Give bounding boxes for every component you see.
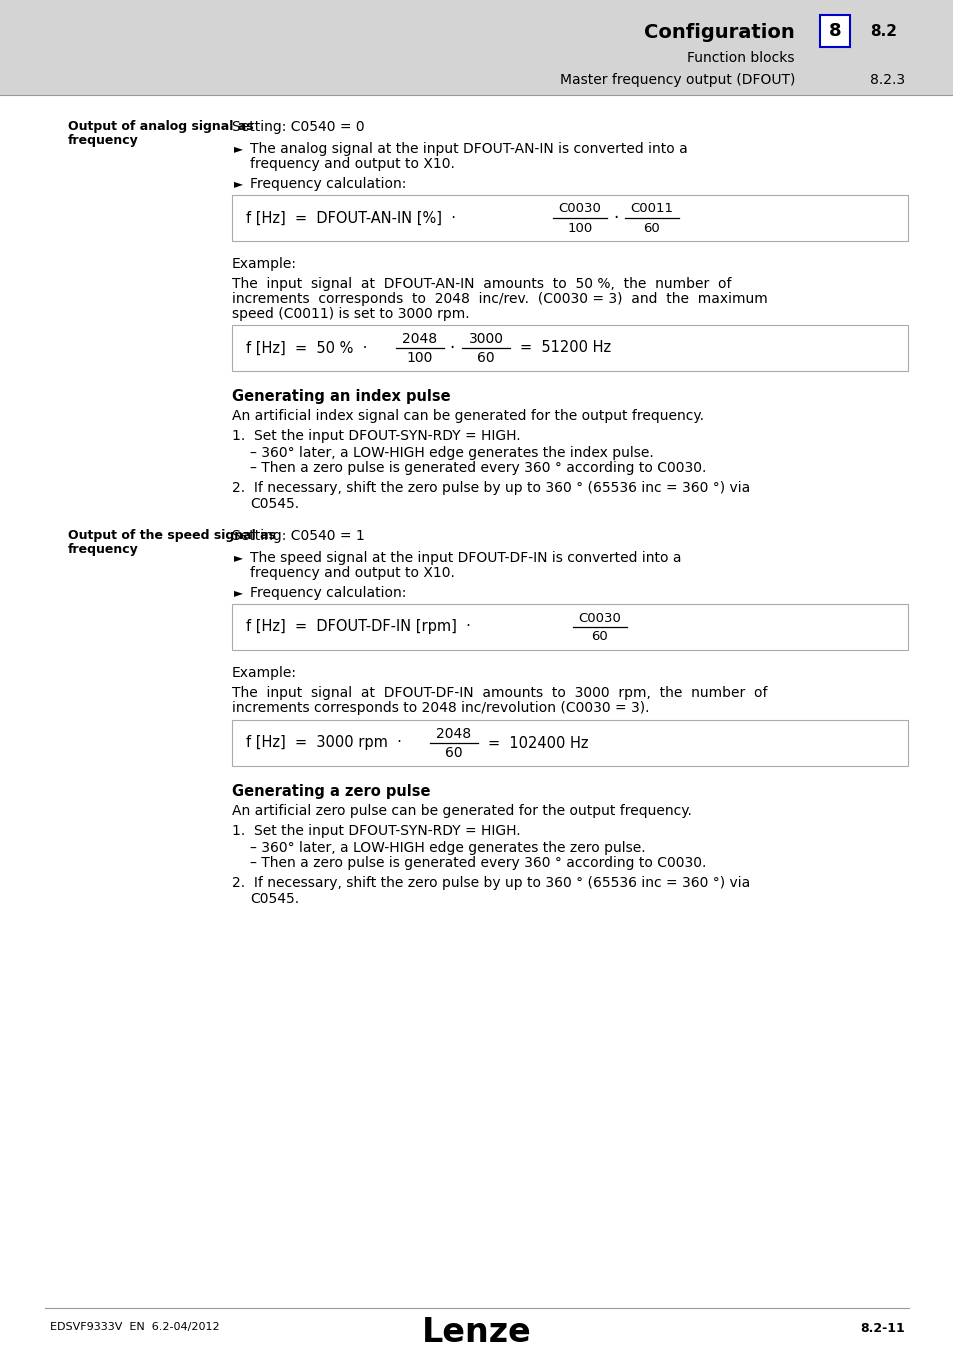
- Text: An artificial index signal can be generated for the output frequency.: An artificial index signal can be genera…: [232, 409, 703, 423]
- Text: 2048: 2048: [436, 728, 471, 741]
- Text: frequency and output to X10.: frequency and output to X10.: [250, 157, 455, 171]
- Text: f [Hz]  =  3000 rpm  ·: f [Hz] = 3000 rpm ·: [246, 736, 401, 751]
- Text: increments  corresponds  to  2048  inc/rev.  (C0030 = 3)  and  the  maximum: increments corresponds to 2048 inc/rev. …: [232, 292, 767, 306]
- Text: Generating a zero pulse: Generating a zero pulse: [232, 784, 430, 799]
- Text: C0545.: C0545.: [250, 892, 299, 906]
- Text: – 360° later, a LOW-HIGH edge generates the index pulse.: – 360° later, a LOW-HIGH edge generates …: [250, 446, 653, 460]
- Text: 60: 60: [445, 747, 462, 760]
- Text: ►: ►: [233, 586, 243, 599]
- Text: 1.  Set the input DFOUT-SYN-RDY = HIGH.: 1. Set the input DFOUT-SYN-RDY = HIGH.: [232, 429, 520, 443]
- Text: 60: 60: [591, 630, 608, 644]
- Text: Setting: C0540 = 0: Setting: C0540 = 0: [232, 120, 364, 134]
- Text: 100: 100: [567, 221, 592, 235]
- Text: The analog signal at the input DFOUT-AN-IN is converted into a: The analog signal at the input DFOUT-AN-…: [250, 142, 687, 157]
- Text: – Then a zero pulse is generated every 360 ° according to C0030.: – Then a zero pulse is generated every 3…: [250, 460, 705, 475]
- Text: f [Hz]  =  50 %  ·: f [Hz] = 50 % ·: [246, 340, 367, 355]
- Bar: [232, 603, 907, 649]
- Text: ►: ►: [233, 177, 243, 190]
- Bar: [232, 720, 907, 765]
- Text: Frequency calculation:: Frequency calculation:: [250, 177, 406, 190]
- Text: frequency: frequency: [68, 543, 138, 556]
- Text: Generating an index pulse: Generating an index pulse: [232, 389, 450, 404]
- Text: ►: ►: [233, 142, 243, 155]
- Text: Example:: Example:: [232, 666, 296, 680]
- Bar: [232, 325, 907, 371]
- Text: speed (C0011) is set to 3000 rpm.: speed (C0011) is set to 3000 rpm.: [232, 306, 469, 321]
- Text: Setting: C0540 = 1: Setting: C0540 = 1: [232, 529, 364, 543]
- Text: C0030: C0030: [578, 612, 620, 625]
- Text: 8.2: 8.2: [869, 24, 896, 39]
- Text: Example:: Example:: [232, 256, 296, 271]
- Text: Lenze: Lenze: [421, 1316, 532, 1349]
- Text: Output of the speed signal as: Output of the speed signal as: [68, 529, 275, 541]
- Text: The speed signal at the input DFOUT-DF-IN is converted into a: The speed signal at the input DFOUT-DF-I…: [250, 551, 680, 566]
- Text: – Then a zero pulse is generated every 360 ° according to C0030.: – Then a zero pulse is generated every 3…: [250, 856, 705, 869]
- Text: The  input  signal  at  DFOUT-AN-IN  amounts  to  50 %,  the  number  of: The input signal at DFOUT-AN-IN amounts …: [232, 277, 731, 292]
- Bar: [232, 194, 907, 242]
- Text: 1.  Set the input DFOUT-SYN-RDY = HIGH.: 1. Set the input DFOUT-SYN-RDY = HIGH.: [232, 824, 520, 838]
- Text: C0545.: C0545.: [250, 497, 299, 512]
- Text: 60: 60: [476, 351, 495, 364]
- Text: 8.2.3: 8.2.3: [869, 73, 904, 86]
- Text: 60: 60: [643, 221, 659, 235]
- Text: C0011: C0011: [630, 202, 673, 216]
- Text: Function blocks: Function blocks: [687, 51, 794, 65]
- Text: =  102400 Hz: = 102400 Hz: [488, 736, 588, 751]
- Text: Output of analog signal as: Output of analog signal as: [68, 120, 253, 134]
- Bar: [0, 0, 953, 95]
- Text: ·: ·: [449, 339, 455, 356]
- Text: ►: ►: [233, 551, 243, 564]
- Text: frequency: frequency: [68, 134, 138, 147]
- Text: increments corresponds to 2048 inc/revolution (C0030 = 3).: increments corresponds to 2048 inc/revol…: [232, 701, 649, 716]
- Text: Master frequency output (DFOUT): Master frequency output (DFOUT): [559, 73, 794, 86]
- Text: f [Hz]  =  DFOUT-DF-IN [rpm]  ·: f [Hz] = DFOUT-DF-IN [rpm] ·: [246, 620, 471, 634]
- Text: 100: 100: [406, 351, 433, 364]
- Text: ·: ·: [613, 209, 618, 227]
- Text: 2.  If necessary, shift the zero pulse by up to 360 ° (65536 inc = 360 °) via: 2. If necessary, shift the zero pulse by…: [232, 481, 749, 495]
- Text: – 360° later, a LOW-HIGH edge generates the zero pulse.: – 360° later, a LOW-HIGH edge generates …: [250, 841, 645, 855]
- Text: Configuration: Configuration: [643, 23, 794, 42]
- Text: 8.2-11: 8.2-11: [860, 1322, 904, 1335]
- Text: =  51200 Hz: = 51200 Hz: [519, 340, 611, 355]
- Text: 2048: 2048: [402, 332, 437, 346]
- Text: frequency and output to X10.: frequency and output to X10.: [250, 566, 455, 580]
- Text: 2.  If necessary, shift the zero pulse by up to 360 ° (65536 inc = 360 °) via: 2. If necessary, shift the zero pulse by…: [232, 876, 749, 890]
- Text: C0030: C0030: [558, 202, 600, 216]
- Bar: [820, 15, 849, 47]
- Text: 8: 8: [828, 22, 841, 40]
- Text: The  input  signal  at  DFOUT-DF-IN  amounts  to  3000  rpm,  the  number  of: The input signal at DFOUT-DF-IN amounts …: [232, 686, 767, 701]
- Text: Frequency calculation:: Frequency calculation:: [250, 586, 406, 599]
- Text: EDSVF9333V  EN  6.2-04/2012: EDSVF9333V EN 6.2-04/2012: [50, 1322, 219, 1332]
- Text: 3000: 3000: [468, 332, 503, 346]
- Text: f [Hz]  =  DFOUT-AN-IN [%]  ·: f [Hz] = DFOUT-AN-IN [%] ·: [246, 211, 456, 225]
- Text: An artificial zero pulse can be generated for the output frequency.: An artificial zero pulse can be generate…: [232, 805, 691, 818]
